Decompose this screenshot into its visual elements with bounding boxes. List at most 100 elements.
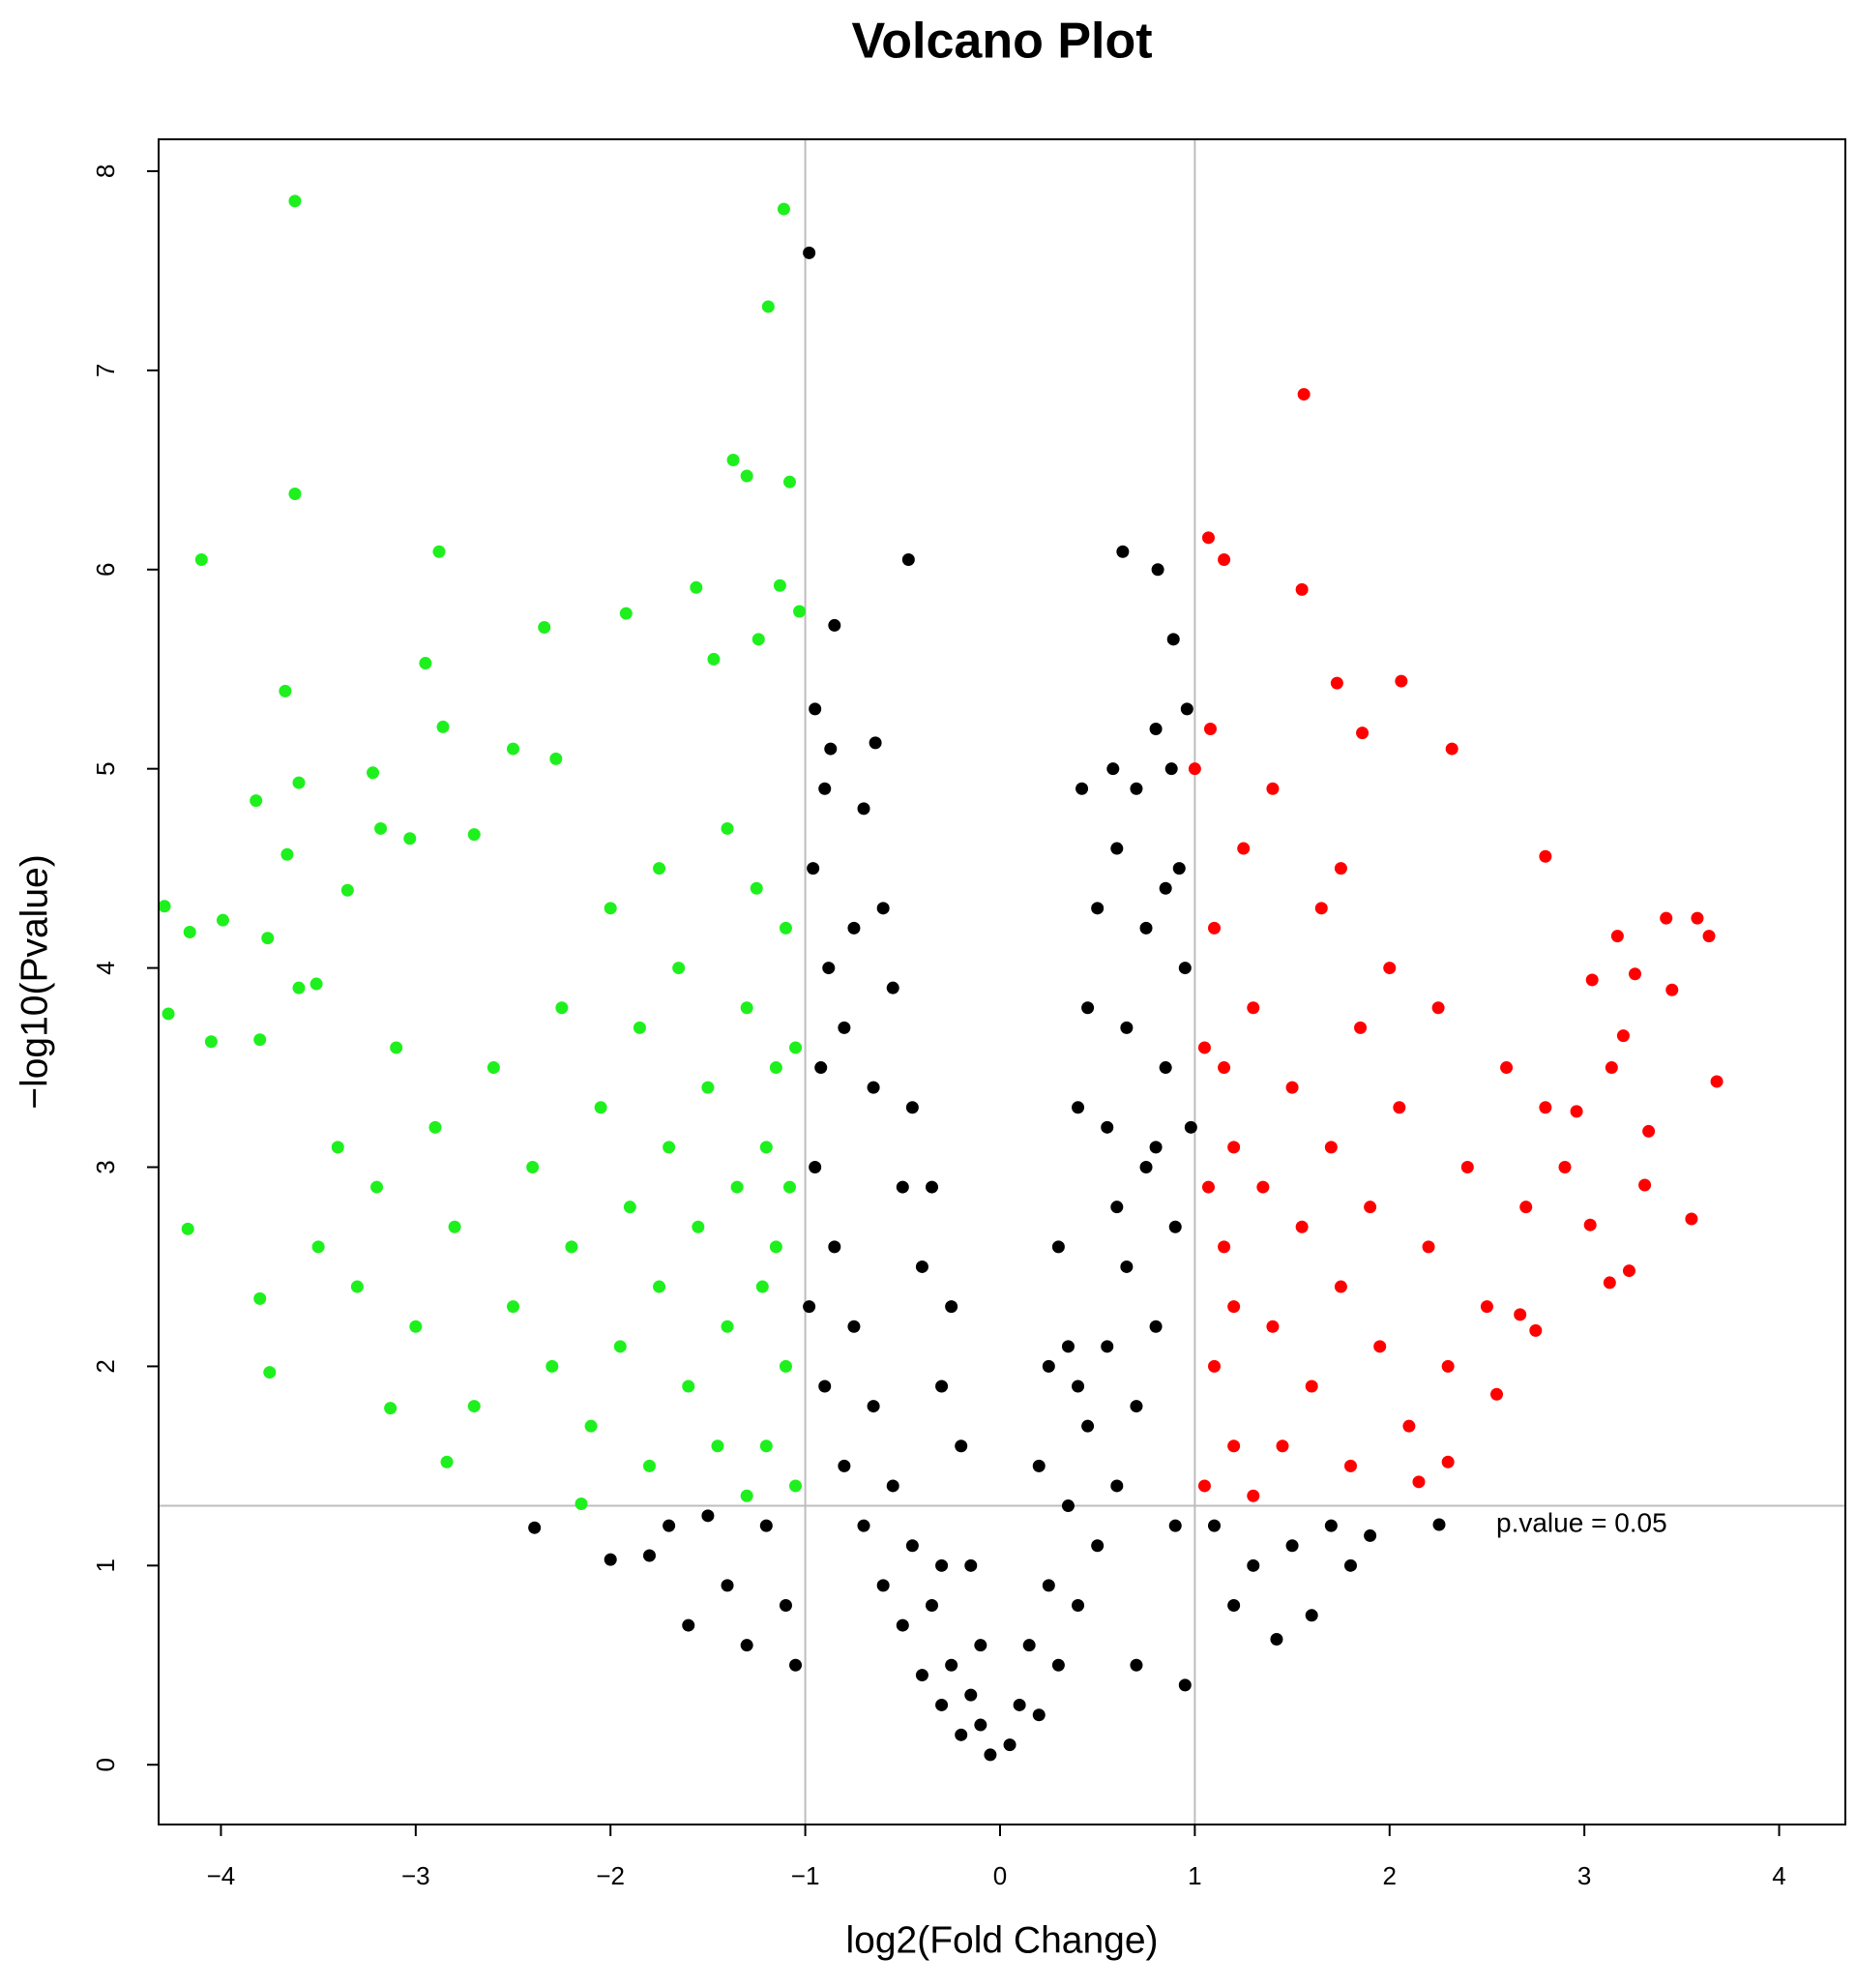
point — [1172, 862, 1186, 875]
point — [1256, 1180, 1270, 1194]
point — [974, 1718, 987, 1732]
point — [253, 1291, 267, 1305]
point — [340, 883, 354, 897]
point — [507, 742, 520, 756]
point — [1149, 722, 1163, 735]
point — [1665, 983, 1679, 996]
point — [824, 742, 838, 756]
point — [428, 1120, 442, 1134]
point — [594, 1101, 607, 1114]
point — [1139, 921, 1153, 935]
point — [1330, 676, 1343, 690]
point — [945, 1658, 958, 1672]
point — [828, 618, 841, 632]
point — [1622, 1264, 1635, 1278]
point — [905, 1539, 919, 1553]
point — [613, 1340, 627, 1353]
point — [807, 862, 820, 875]
point — [653, 1280, 666, 1293]
point — [1106, 762, 1120, 776]
point — [1364, 1528, 1377, 1542]
point — [822, 962, 836, 975]
point — [1247, 1489, 1260, 1502]
point — [867, 1081, 880, 1094]
point — [623, 1201, 636, 1214]
point — [682, 1380, 695, 1393]
point — [1529, 1323, 1543, 1337]
point — [1130, 1400, 1143, 1413]
point — [964, 1688, 978, 1702]
point — [1218, 552, 1231, 566]
chart-title: Volcano Plot — [851, 14, 1152, 70]
point — [1208, 1359, 1222, 1373]
point — [1130, 782, 1143, 795]
point — [1539, 849, 1552, 863]
point — [984, 1748, 997, 1762]
point — [555, 1001, 569, 1015]
point — [574, 1497, 588, 1510]
x-tick-label: 1 — [1188, 1861, 1201, 1890]
point — [663, 1519, 676, 1532]
point — [432, 545, 446, 558]
point — [653, 862, 666, 875]
point — [773, 579, 786, 592]
point — [1383, 962, 1397, 975]
point — [1032, 1459, 1046, 1472]
point — [847, 1320, 861, 1333]
point — [1393, 1101, 1406, 1114]
point — [604, 1553, 617, 1566]
point — [1638, 1178, 1652, 1192]
point — [467, 1400, 481, 1413]
point — [1266, 1320, 1280, 1333]
point — [1101, 1340, 1114, 1353]
point — [448, 1220, 461, 1233]
point — [507, 1300, 520, 1314]
point — [1558, 1160, 1572, 1173]
point — [721, 1579, 734, 1592]
point — [162, 1007, 175, 1021]
point — [828, 1240, 841, 1254]
point — [1305, 1380, 1318, 1393]
point — [1616, 1029, 1630, 1043]
point — [1061, 1340, 1075, 1353]
point — [1208, 921, 1222, 935]
point — [1072, 1101, 1085, 1114]
point — [814, 1061, 828, 1075]
point — [857, 1519, 870, 1532]
point — [440, 1455, 454, 1469]
point — [876, 1579, 890, 1592]
point — [1266, 782, 1280, 795]
point — [1354, 1021, 1368, 1034]
point — [1159, 1061, 1172, 1075]
point — [1184, 1120, 1197, 1134]
point — [183, 926, 196, 939]
point — [793, 605, 807, 618]
point — [740, 1639, 753, 1652]
point — [1519, 1201, 1533, 1214]
point — [789, 1658, 803, 1672]
plot-frame — [158, 138, 1846, 1825]
point — [384, 1402, 398, 1415]
y-tick-label: 5 — [91, 761, 120, 775]
point — [1270, 1633, 1283, 1647]
point — [1120, 1021, 1134, 1034]
point — [1218, 1240, 1231, 1254]
point — [1081, 1001, 1095, 1015]
point — [690, 580, 703, 594]
point — [782, 475, 796, 489]
x-tick-label: 3 — [1577, 1861, 1591, 1890]
point — [1168, 1220, 1182, 1233]
point — [838, 1021, 851, 1034]
point — [750, 881, 763, 895]
point — [915, 1669, 928, 1682]
point — [682, 1618, 695, 1632]
point — [370, 1180, 384, 1194]
y-tick-label: 4 — [91, 961, 120, 974]
y-tick-label: 8 — [91, 164, 120, 178]
point — [1295, 1220, 1309, 1233]
point — [755, 1280, 769, 1293]
point — [1237, 842, 1251, 855]
point — [526, 1160, 540, 1173]
x-tick-label: −2 — [596, 1861, 625, 1890]
point — [419, 657, 432, 670]
